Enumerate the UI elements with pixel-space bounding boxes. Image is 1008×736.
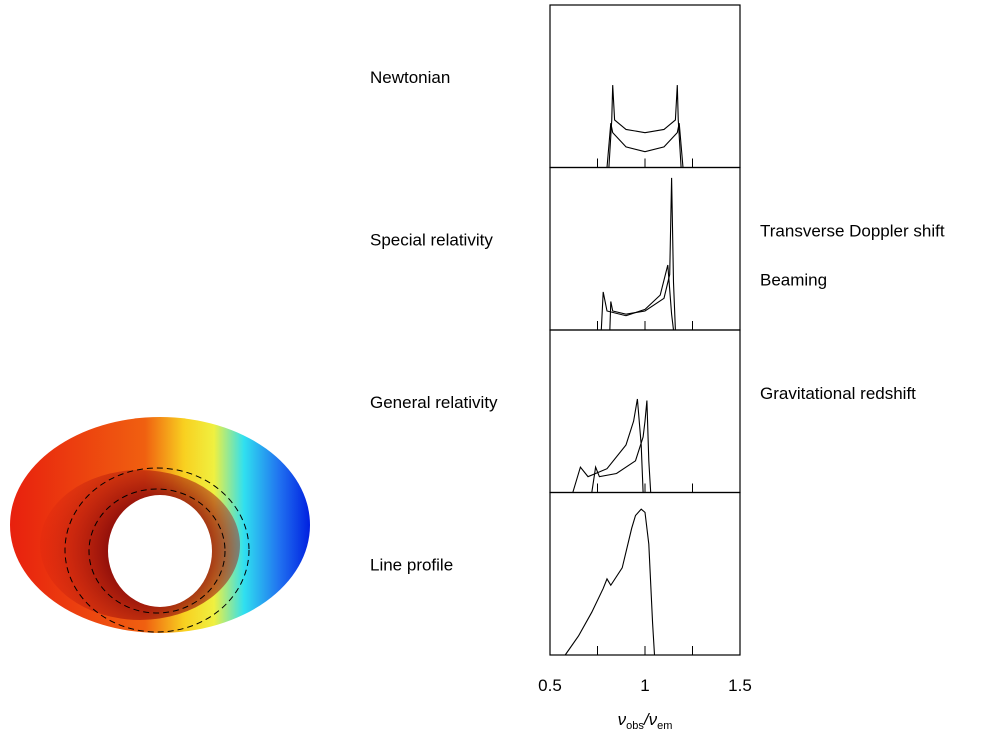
x-tick-label: 1.5 (728, 676, 752, 695)
x-axis-label: νobs/νem (618, 710, 673, 731)
x-axis-label-part: ν (618, 710, 627, 729)
annotation: Gravitational redshift (760, 384, 916, 403)
panel-frame (549, 166, 741, 331)
line-curve (600, 264, 675, 331)
line-curve (606, 123, 684, 168)
panel-label: Line profile (370, 556, 453, 575)
line-curve (564, 508, 656, 656)
x-axis-label-part: /ν (643, 710, 658, 729)
panel-frame (549, 329, 741, 494)
x-axis-label-part: em (657, 720, 672, 731)
plots: Newtonian Special relativity Transverse Do… (370, 4, 945, 732)
panel-label: Newtonian (370, 68, 450, 87)
panel-label: General relativity (370, 393, 498, 412)
x-tick-label: 0.5 (538, 676, 562, 695)
line-curve (591, 400, 652, 493)
disk-image (10, 417, 310, 633)
x-tick-label: 1 (640, 676, 649, 695)
annotation: Beaming (760, 271, 827, 290)
panel-frame (549, 4, 741, 169)
x-axis-label-part: obs (626, 720, 644, 731)
line-curve (608, 85, 682, 168)
line-curve (609, 177, 676, 331)
annotation: Transverse Doppler shift (760, 222, 945, 241)
line-curve (572, 398, 644, 493)
panel-label: Special relativity (370, 231, 493, 250)
